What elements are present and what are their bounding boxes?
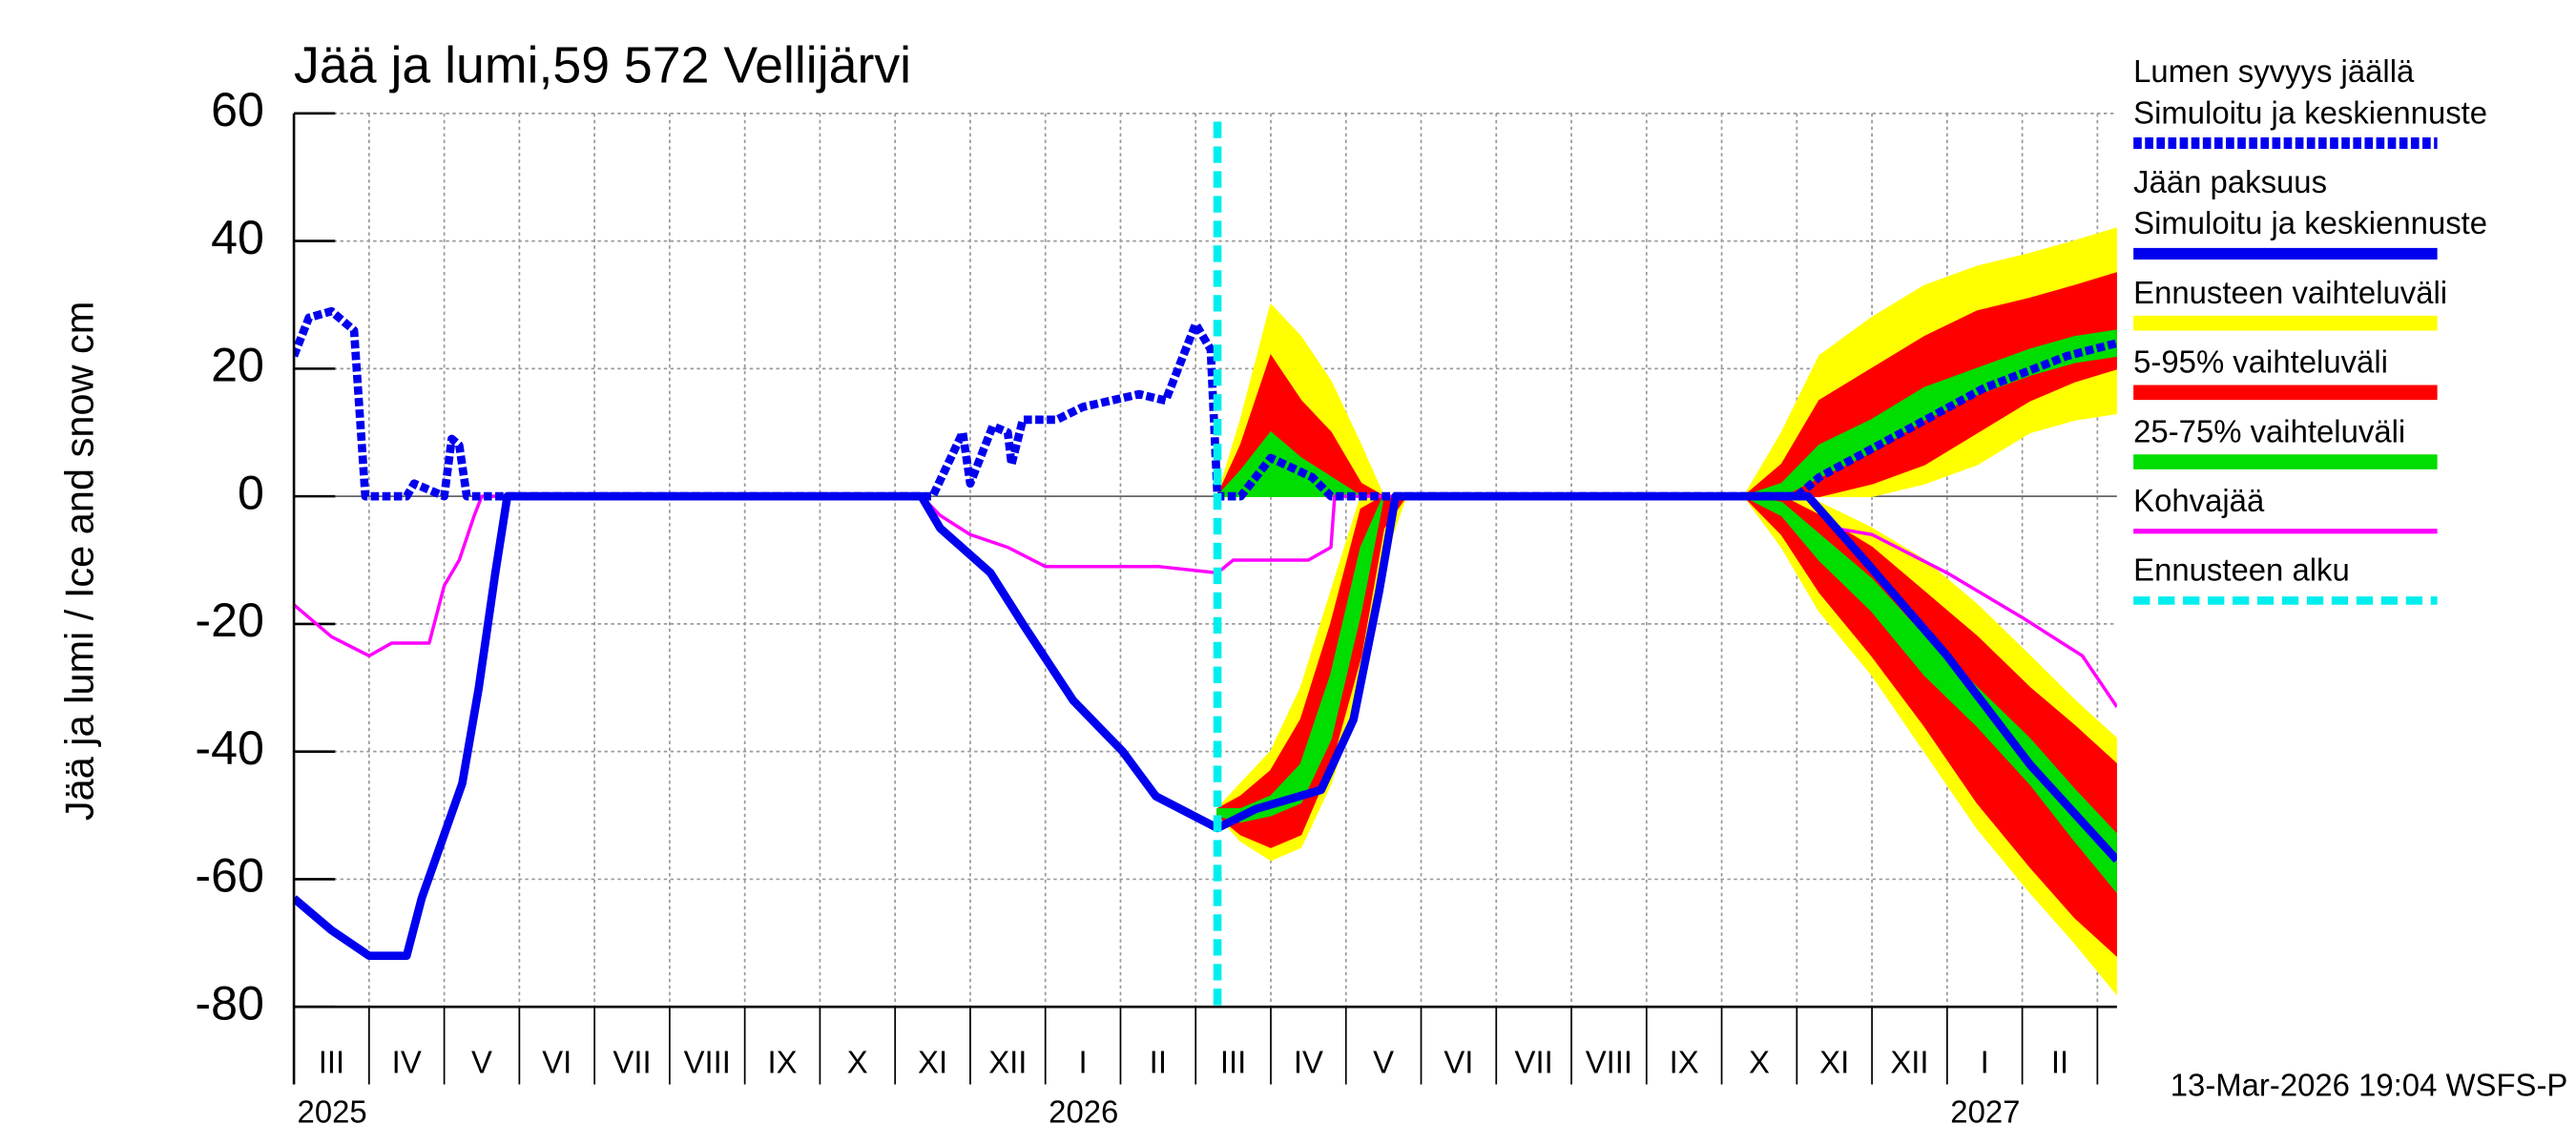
line-series bbox=[294, 494, 2117, 708]
x-tick-label: XI bbox=[1819, 1044, 1849, 1079]
x-tick-label: X bbox=[847, 1044, 868, 1079]
x-tick-label: VI bbox=[542, 1044, 571, 1079]
band bbox=[1743, 495, 2117, 894]
y-tick-label: 60 bbox=[211, 83, 264, 136]
legend-label: Lumen syvyys jäällä bbox=[2133, 53, 2415, 89]
legend-label: Jään paksuus bbox=[2133, 164, 2327, 199]
legend-label: 25-75% vaihteluväli bbox=[2133, 413, 2405, 448]
plot-area bbox=[294, 227, 2117, 996]
x-tick-label: VIII bbox=[684, 1044, 731, 1079]
x-tick-label: III bbox=[1220, 1044, 1246, 1079]
legend-label: Ennusteen alku bbox=[2133, 552, 2350, 588]
x-tick-label: XI bbox=[918, 1044, 947, 1079]
footer: 13-Mar-2026 19:04 WSFS-P bbox=[2171, 1068, 2568, 1103]
year-label: 2026 bbox=[1049, 1093, 1118, 1129]
x-tick-label: I bbox=[1981, 1044, 1989, 1079]
y-tick-label: -80 bbox=[195, 976, 264, 1030]
x-tick-label: XII bbox=[1890, 1044, 1928, 1079]
x-tick-label: II bbox=[2051, 1044, 2068, 1079]
y-tick-label: -20 bbox=[195, 593, 264, 647]
legend-label: Ennusteen vaihteluväli bbox=[2133, 275, 2447, 310]
x-tick-label: V bbox=[1373, 1044, 1394, 1079]
x-tick-label: VII bbox=[613, 1044, 651, 1079]
band bbox=[1742, 495, 2117, 996]
x-tick-label: IV bbox=[392, 1044, 422, 1079]
x-tick-label: IV bbox=[1294, 1044, 1323, 1079]
y-tick-label: -40 bbox=[195, 721, 264, 775]
band bbox=[1215, 431, 1406, 498]
x-tick-label: VI bbox=[1444, 1044, 1473, 1079]
y-axis-label: Jää ja lumi / Ice and snow cm bbox=[57, 302, 102, 822]
legend-label: Simuloitu ja keskiennuste bbox=[2133, 94, 2487, 130]
y-tick-label: -60 bbox=[195, 849, 264, 903]
x-tick-label: VIII bbox=[1586, 1044, 1632, 1079]
year-label: 2027 bbox=[1950, 1093, 2020, 1129]
y-tick-label: 0 bbox=[238, 466, 264, 519]
chart-title: Jää ja lumi,59 572 Vellijärvi bbox=[294, 36, 911, 94]
x-tick-label: II bbox=[1150, 1044, 1167, 1079]
x-tick-label: XII bbox=[988, 1044, 1027, 1079]
x-tick-label: V bbox=[471, 1044, 492, 1079]
x-tick-label: IX bbox=[1670, 1044, 1699, 1079]
x-tick-label: I bbox=[1079, 1044, 1088, 1079]
x-tick-label: X bbox=[1749, 1044, 1770, 1079]
x-tick-label: VII bbox=[1515, 1044, 1553, 1079]
x-tick-label: III bbox=[319, 1044, 344, 1079]
y-tick-label: 20 bbox=[211, 339, 264, 392]
x-tick-label: IX bbox=[767, 1044, 797, 1079]
legend-label: Simuloitu ja keskiennuste bbox=[2133, 205, 2487, 240]
line-series bbox=[294, 491, 2117, 961]
band bbox=[1742, 495, 2117, 957]
y-tick-label: 40 bbox=[211, 211, 264, 264]
year-label: 2025 bbox=[298, 1093, 367, 1129]
legend-label: Kohvajää bbox=[2133, 483, 2265, 518]
legend-label: 5-95% vaihteluväli bbox=[2133, 344, 2388, 380]
